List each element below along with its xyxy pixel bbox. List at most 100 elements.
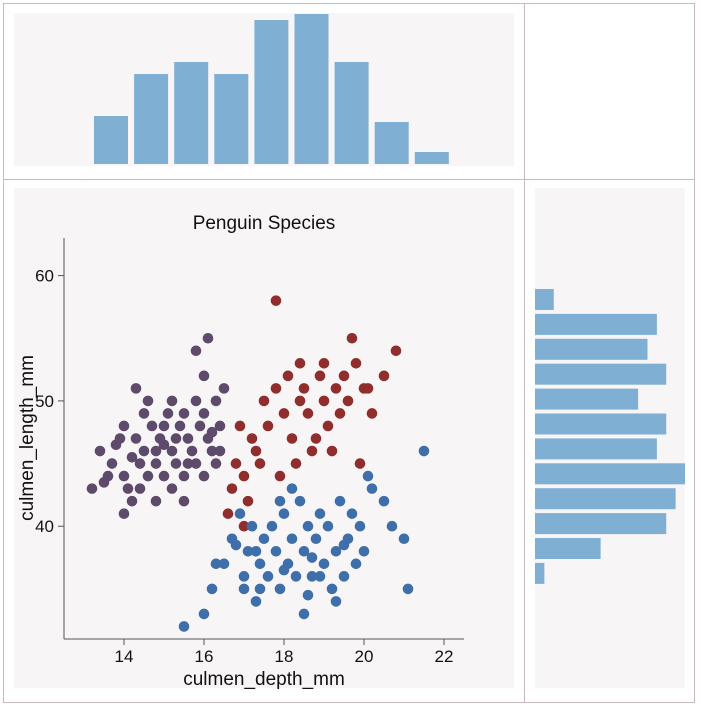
scatter-point xyxy=(178,621,190,632)
scatter-point xyxy=(174,420,186,432)
figure-frame xyxy=(3,3,695,703)
scatter-point xyxy=(338,571,350,582)
scatter-point xyxy=(262,571,274,582)
y-axis-ticks: 40 50 60 xyxy=(35,267,64,536)
scatter-point xyxy=(134,483,146,494)
scatter-point xyxy=(306,445,318,457)
scatter-point xyxy=(278,508,290,519)
scatter-point xyxy=(366,408,378,419)
scatter-point xyxy=(118,508,130,519)
right-hist-bar xyxy=(535,363,667,385)
top-hist-bar xyxy=(174,62,209,164)
scatter-point xyxy=(254,458,266,469)
scatter-point xyxy=(298,608,310,620)
scatter-point xyxy=(162,408,174,419)
scatter-point xyxy=(222,508,234,519)
scatter-point xyxy=(118,470,130,482)
scatter-point xyxy=(306,552,318,563)
x-axis-label: culmen_depth_mm xyxy=(183,669,345,690)
scatter-point xyxy=(234,508,246,519)
scatter-point xyxy=(214,420,226,432)
top-hist-bar xyxy=(254,20,289,164)
y-tick-label: 40 xyxy=(35,517,54,536)
scatter-point xyxy=(418,445,430,457)
top-hist-bar xyxy=(214,74,249,164)
y-tick-label: 60 xyxy=(35,267,54,286)
scatter-point xyxy=(246,520,258,532)
scatter-point xyxy=(330,596,342,607)
scatter-point xyxy=(402,583,414,595)
scatter-point xyxy=(302,520,314,532)
scatter-point xyxy=(254,558,266,570)
scatter-point xyxy=(150,445,162,457)
right-hist-bar xyxy=(535,438,657,460)
scatter-point xyxy=(290,571,302,582)
right-hist-bar xyxy=(535,488,676,510)
scatter-point xyxy=(274,495,286,507)
scatter-point xyxy=(286,533,298,545)
scatter-point xyxy=(366,483,378,494)
right-histogram-panel xyxy=(535,188,685,688)
scatter-point xyxy=(294,395,306,407)
scatter-point xyxy=(302,589,314,601)
scatter-point xyxy=(302,408,314,419)
scatter-point xyxy=(98,477,110,488)
scatter-point xyxy=(322,520,334,532)
scatter-point xyxy=(250,445,262,457)
scatter-point xyxy=(386,520,398,532)
scatter-point xyxy=(314,508,326,519)
scatter-point xyxy=(158,439,170,451)
scatter-point xyxy=(350,358,362,369)
x-tick-label: 18 xyxy=(275,647,294,666)
scatter-point xyxy=(266,520,278,532)
scatter-point xyxy=(158,420,170,432)
top-hist-bar xyxy=(374,122,409,164)
scatter-point xyxy=(242,545,254,557)
scatter-point xyxy=(178,495,190,507)
scatter-point xyxy=(130,383,142,394)
scatter-point xyxy=(274,583,286,595)
right-histogram xyxy=(535,289,685,584)
scatter-point xyxy=(206,583,218,595)
scatter-point xyxy=(306,571,318,582)
scatter-point xyxy=(286,483,298,494)
scatter-point xyxy=(330,545,342,557)
scatter-point xyxy=(190,458,202,469)
scatter-point xyxy=(398,533,410,545)
scatter-point xyxy=(346,508,358,519)
scatter-point xyxy=(262,420,274,432)
scatter-point xyxy=(314,370,326,382)
scatter-point xyxy=(270,295,282,306)
right-hist-bar xyxy=(535,463,685,485)
scatter-point xyxy=(346,332,358,344)
scatter-point xyxy=(318,558,330,570)
scatter-point xyxy=(314,571,326,582)
scatter-point xyxy=(278,408,290,419)
x-tick-label: 14 xyxy=(115,647,134,666)
scatter-point xyxy=(158,470,170,482)
scatter-point xyxy=(258,533,270,545)
scatter-point xyxy=(106,458,118,469)
scatter-point xyxy=(182,433,194,444)
scatter-point xyxy=(198,370,210,382)
scatter-point xyxy=(334,408,346,419)
scatter-points xyxy=(86,295,430,632)
scatter-point xyxy=(310,533,322,545)
x-axis-ticks: 14 16 18 20 22 xyxy=(115,639,454,666)
scatter-point xyxy=(334,495,346,507)
scatter-point xyxy=(338,539,350,551)
top-hist-bar xyxy=(94,116,128,164)
x-tick-label: 22 xyxy=(435,647,454,666)
scatter-point xyxy=(166,445,178,457)
scatter-point xyxy=(230,539,242,551)
scatter-point xyxy=(318,358,330,369)
scatter-point xyxy=(170,433,182,444)
right-hist-bar xyxy=(535,562,545,584)
scatter-point xyxy=(274,470,286,482)
scatter-point xyxy=(186,445,198,457)
scatter-point xyxy=(354,458,366,469)
scatter-point xyxy=(202,332,214,344)
top-histogram xyxy=(94,14,449,164)
x-tick-label: 16 xyxy=(195,647,214,666)
right-hist-bar xyxy=(535,538,601,559)
